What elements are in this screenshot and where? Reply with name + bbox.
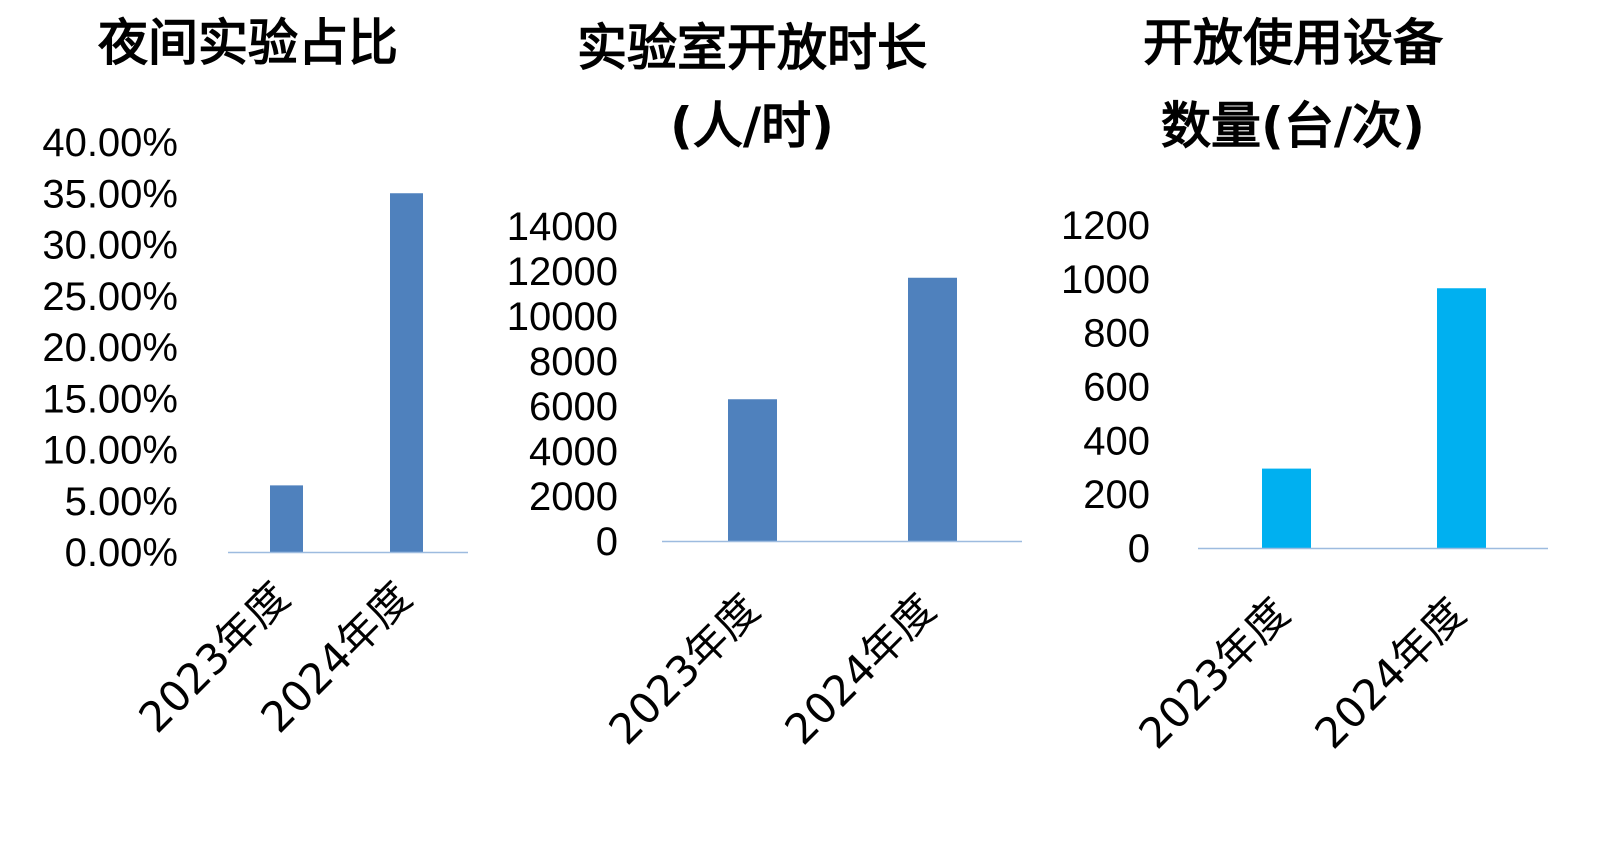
chart3-bar-1 bbox=[1262, 468, 1311, 548]
chart1-ytick-label: 10.00% bbox=[42, 429, 178, 473]
chart1-ytick-label: 35.00% bbox=[42, 172, 178, 216]
chart2-bar-2 bbox=[908, 277, 957, 541]
chart2-bar-1 bbox=[728, 399, 777, 541]
chart1-ytick-label: 25.00% bbox=[42, 275, 178, 319]
chart2-ytick-label: 0 bbox=[596, 520, 618, 564]
chart3-title-line-2: 数量(台/次) bbox=[1161, 97, 1425, 155]
chart3-ytick-label: 800 bbox=[1083, 312, 1150, 356]
chart1-ytick-label: 30.00% bbox=[42, 224, 178, 268]
chart2-title-line-1: 实验室开放时长 bbox=[577, 19, 927, 77]
chart2-ytick-label: 10000 bbox=[507, 295, 618, 339]
chart2-ytick-label: 6000 bbox=[529, 385, 618, 429]
chart3-category-label-1: 2023年度 bbox=[1129, 588, 1299, 758]
chart3-ytick-label: 200 bbox=[1083, 473, 1150, 517]
chart2-ytick-label: 2000 bbox=[529, 475, 618, 519]
chart2-ytick-label: 14000 bbox=[507, 205, 618, 249]
chart2-ytick-label: 12000 bbox=[507, 250, 618, 294]
chart1-bar-1 bbox=[270, 485, 303, 552]
chart1-ytick-label: 15.00% bbox=[42, 377, 178, 421]
chart2-category-label-1: 2023年度 bbox=[599, 584, 769, 754]
chart3-ytick-label: 600 bbox=[1083, 366, 1150, 410]
chart3-ytick-label: 1200 bbox=[1061, 204, 1150, 248]
chart2-title-line-2: (人/时) bbox=[670, 97, 834, 155]
chart3-ytick-label: 0 bbox=[1128, 527, 1150, 571]
chart2-ytick-label: 4000 bbox=[529, 430, 618, 474]
chart1-bar-2 bbox=[390, 193, 423, 552]
chart1-title-line-1: 夜间实验占比 bbox=[97, 14, 398, 72]
chart1-ytick-label: 20.00% bbox=[42, 326, 178, 370]
chart1-ytick-label: 40.00% bbox=[42, 121, 178, 165]
chart3-ytick-label: 1000 bbox=[1061, 258, 1150, 302]
chart3-title-line-1: 开放使用设备 bbox=[1143, 14, 1444, 72]
chart2-ytick-label: 8000 bbox=[529, 340, 618, 384]
chart2-category-label-2: 2024年度 bbox=[775, 584, 945, 754]
chart3-ytick-label: 400 bbox=[1083, 419, 1150, 463]
chart1-ytick-label: 0.00% bbox=[65, 531, 178, 575]
chart1-ytick-label: 5.00% bbox=[65, 480, 178, 524]
chart3-bar-2 bbox=[1437, 288, 1486, 548]
chart3-category-label-2: 2024年度 bbox=[1305, 588, 1475, 758]
